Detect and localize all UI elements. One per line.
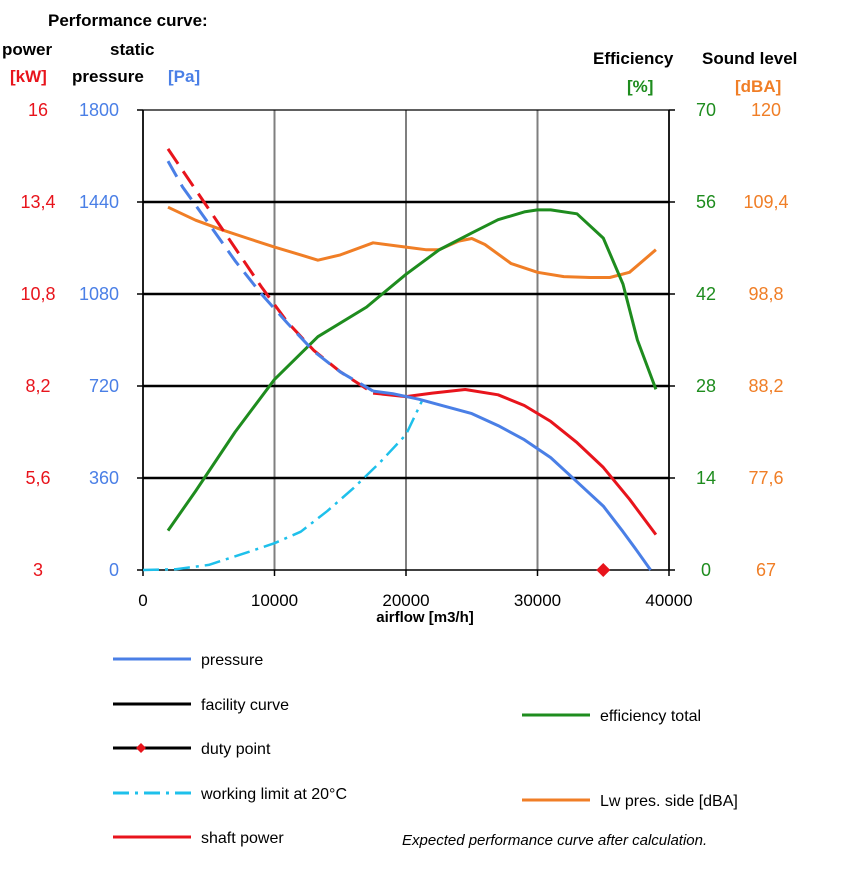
legend-label-limit: working limit at 20°C <box>200 786 347 803</box>
efficiency-total-line <box>166 208 658 532</box>
shaft-power-line <box>372 388 658 536</box>
pressure-tick-label: 1800 <box>79 100 119 120</box>
pressure-tick-label: 0 <box>109 560 119 580</box>
legend: pressure facility curve duty point working … <box>113 652 738 847</box>
x-tick-label: 0 <box>138 591 147 610</box>
chart-title: Performance curve: <box>48 11 208 30</box>
pressure-axis-title-2: pressure <box>72 67 144 86</box>
sound-axis-unit: [dBA] <box>735 77 781 96</box>
pressure-tick-label: 1440 <box>79 192 119 212</box>
legend-label-efficiency: efficiency total <box>600 708 701 725</box>
pressure-tick-label: 360 <box>89 468 119 488</box>
efficiency-tick-label: 42 <box>696 284 716 304</box>
legend-duty-marker <box>136 743 146 753</box>
footnote: Expected performance curve after calcula… <box>402 832 707 849</box>
pressure-tick-label: 720 <box>89 376 119 396</box>
x-tick-label: 20000 <box>382 591 429 610</box>
x-tick-label: 30000 <box>514 591 561 610</box>
efficiency-tick-label: 28 <box>696 376 716 396</box>
lw-pres-side-dba-line <box>167 205 657 279</box>
x-tick-label: 40000 <box>645 591 692 610</box>
pressure-axis-unit: [Pa] <box>168 67 200 86</box>
power-tick-label: 8,2 <box>25 376 50 396</box>
power-axis-unit: [kW] <box>10 67 47 86</box>
power-axis-title: power <box>2 40 52 59</box>
legend-label-pressure: pressure <box>201 652 263 669</box>
power-tick-label: 10,8 <box>20 284 55 304</box>
x-tick-label: 10000 <box>251 591 298 610</box>
series-layer <box>142 148 658 577</box>
power-tick-label: 16 <box>28 100 48 120</box>
pressure-line-dashed <box>166 160 374 393</box>
sound-tick-label: 98,8 <box>748 284 783 304</box>
grid <box>142 109 670 571</box>
sound-tick-label: 67 <box>756 560 776 580</box>
efficiency-axis-unit: [%] <box>627 77 653 96</box>
sound-tick-label: 88,2 <box>748 376 783 396</box>
x-axis-title: airflow [m3/h] <box>376 609 474 626</box>
power-tick-label: 3 <box>33 560 43 580</box>
working-limit-at-20-c-line <box>142 400 423 572</box>
efficiency-tick-label: 0 <box>701 560 711 580</box>
power-tick-label: 5,6 <box>25 468 50 488</box>
duty-point-marker <box>596 563 611 577</box>
sound-axis-title: Sound level <box>702 49 797 68</box>
efficiency-tick-label: 14 <box>696 468 716 488</box>
legend-label-power: shaft power <box>201 830 284 847</box>
efficiency-tick-label: 56 <box>696 192 716 212</box>
legend-label-sound: Lw pres. side [dBA] <box>600 793 738 810</box>
efficiency-axis-title: Efficiency <box>593 49 674 68</box>
sound-tick-label: 109,4 <box>743 192 788 212</box>
efficiency-tick-label: 70 <box>696 100 716 120</box>
sound-tick-label: 120 <box>751 100 781 120</box>
pressure-line <box>372 389 652 571</box>
legend-label-facility: facility curve <box>201 697 289 714</box>
shaft-power-line-dashed <box>166 148 374 395</box>
pressure-tick-label: 1080 <box>79 284 119 304</box>
pressure-axis-title-1: static <box>110 40 154 59</box>
power-tick-label: 13,4 <box>20 192 55 212</box>
sound-tick-label: 77,6 <box>748 468 783 488</box>
legend-label-duty: duty point <box>201 741 271 758</box>
